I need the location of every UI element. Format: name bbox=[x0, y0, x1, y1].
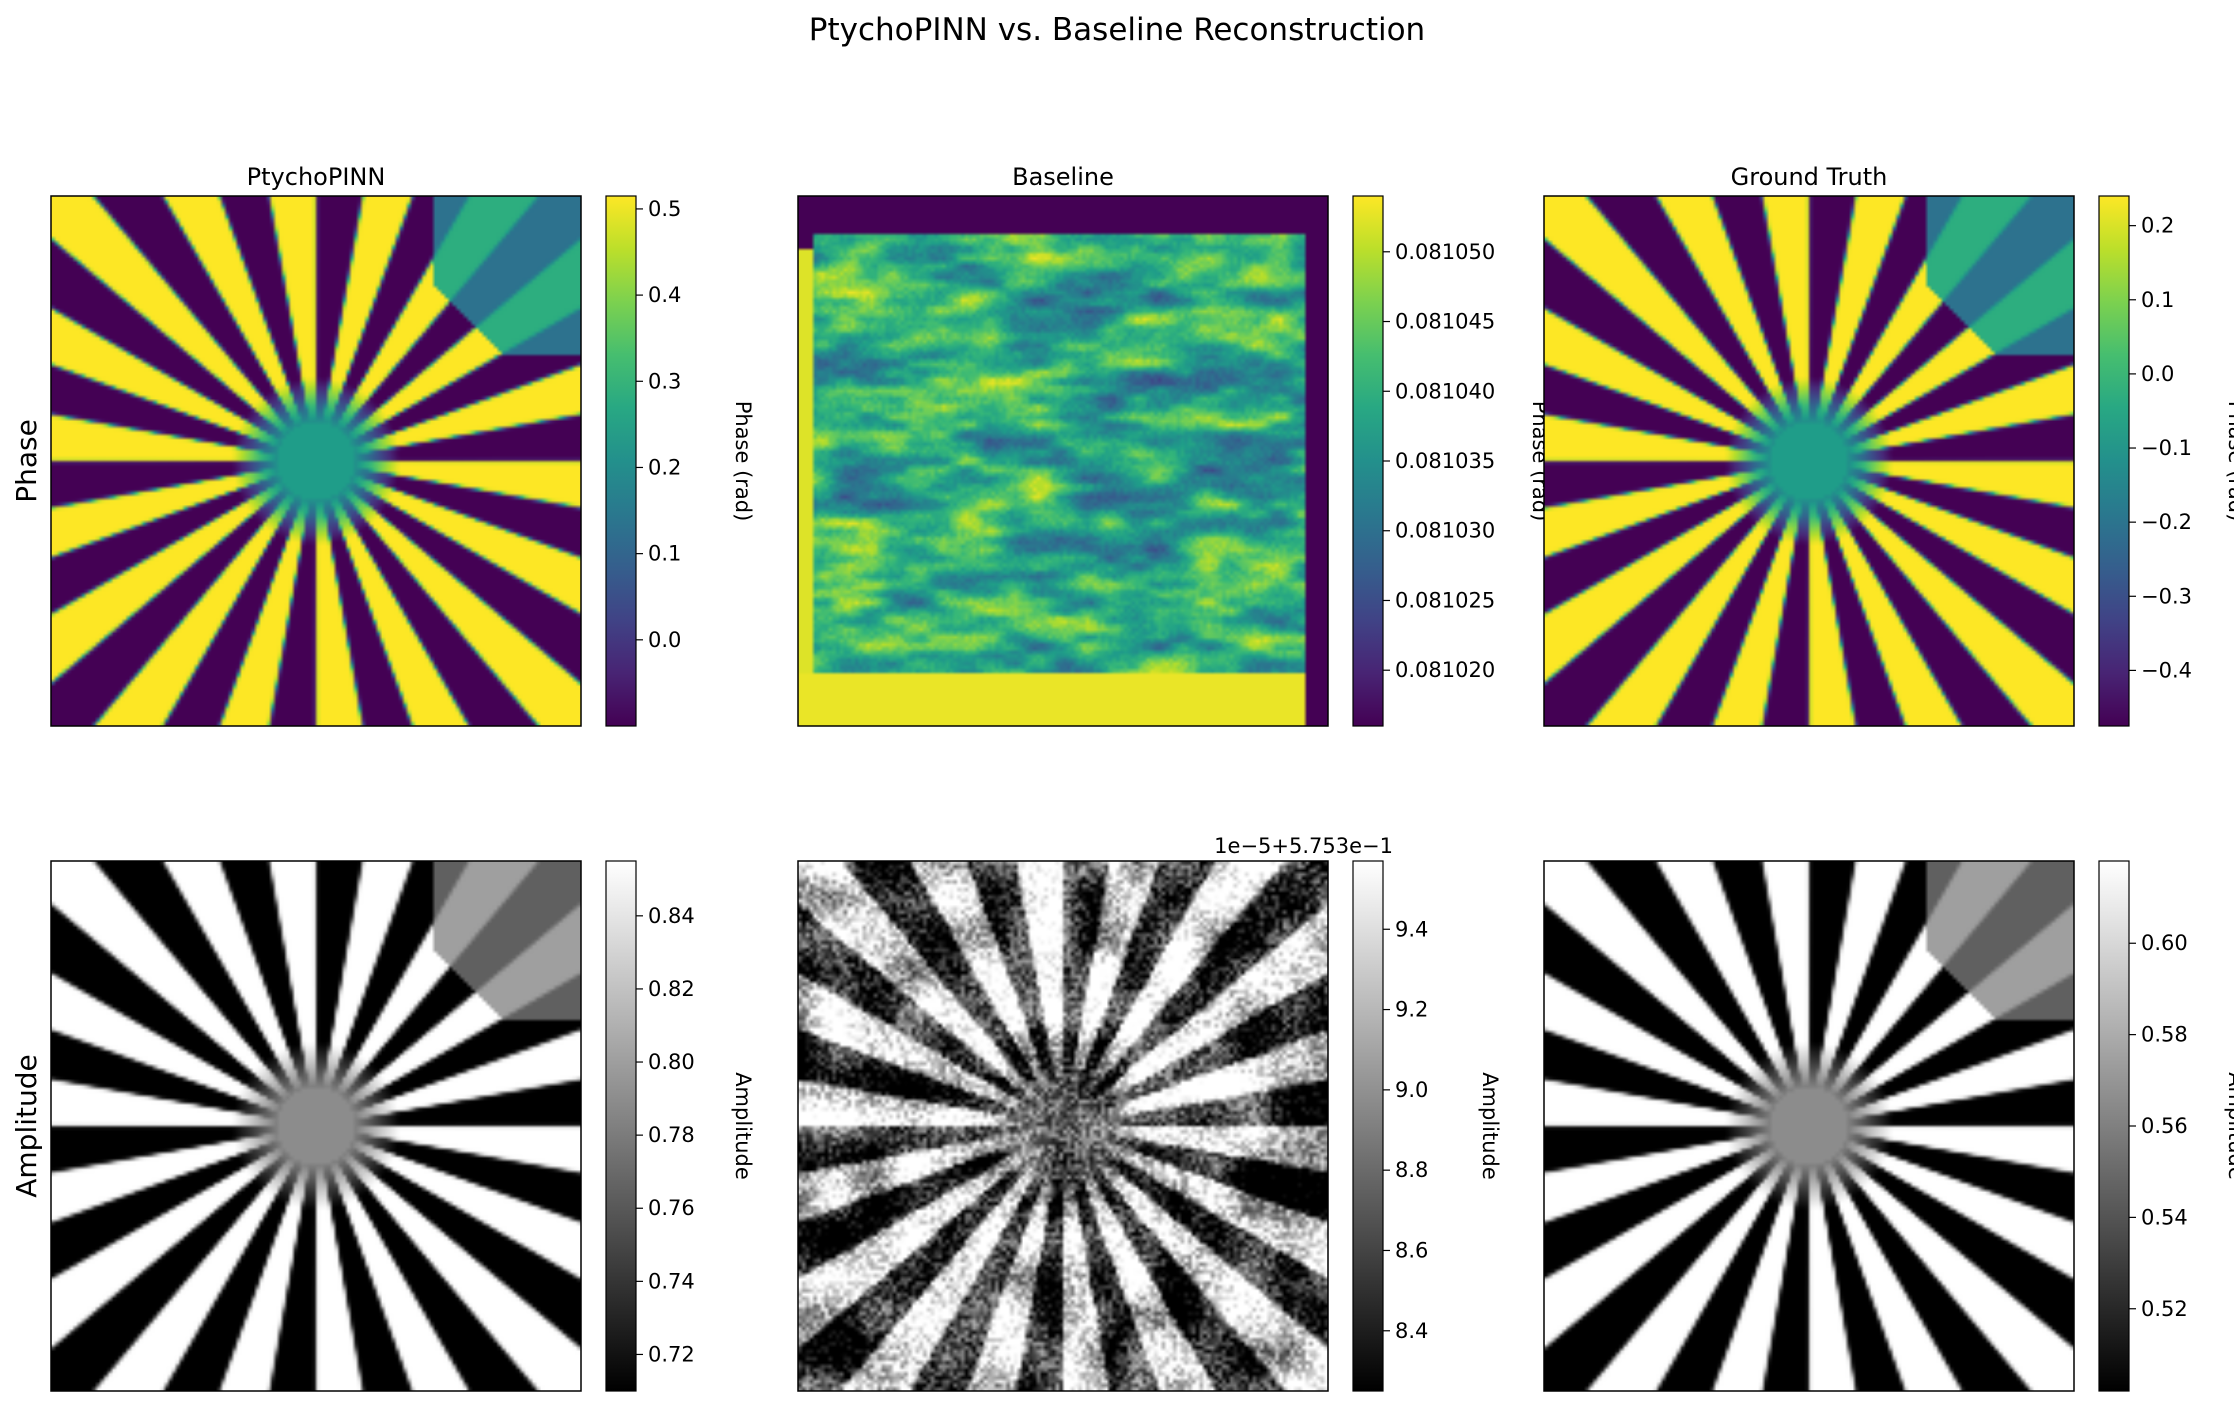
colorbar-tick-label: 0.52 bbox=[2141, 1297, 2188, 1321]
heatmap-image bbox=[1544, 861, 2074, 1391]
panel-amplitude-ground-truth: 0.52 0.54 0.56 0.58 0.60 Amplitude bbox=[1543, 860, 2234, 1392]
colorbar bbox=[606, 861, 636, 1391]
colorbar-tick-label: 0.081035 bbox=[1395, 449, 1495, 473]
axes-frame bbox=[797, 860, 1329, 1392]
colorbar-tick-label: 0.2 bbox=[648, 455, 681, 479]
colorbar-tick-label: 0.58 bbox=[2141, 1023, 2188, 1047]
colorbar-tick-label: 9.4 bbox=[1395, 917, 1428, 941]
panel-title: Baseline bbox=[1012, 163, 1114, 191]
colorbar bbox=[606, 196, 636, 726]
colorbar-tick-label: −0.1 bbox=[2141, 436, 2192, 460]
figure-title: PtychoPINN vs. Baseline Reconstruction bbox=[809, 12, 1425, 48]
panel-phase-ptychopinn: PtychoPINN 0.0 0.1 0.2 0.3 0.4 0.5 Phase (rad) bbox=[50, 163, 755, 727]
colorbar-tick-label: 0.54 bbox=[2141, 1205, 2188, 1229]
axes-frame bbox=[797, 195, 1329, 727]
colorbar-tick-label: 0.84 bbox=[648, 904, 695, 928]
colorbar-tick-label: 0.80 bbox=[648, 1050, 695, 1074]
axes-frame bbox=[1543, 860, 2075, 1392]
colorbar-tick-label: 0.5 bbox=[648, 197, 681, 221]
heatmap-image bbox=[798, 861, 1328, 1391]
colorbar-tick-label: 0.0 bbox=[2141, 362, 2174, 386]
colorbar-tick-label: 0.56 bbox=[2141, 1114, 2188, 1138]
colorbar-tick-label: 9.2 bbox=[1395, 998, 1428, 1022]
row-labels: Phase Amplitude bbox=[10, 419, 43, 1198]
colorbar-tick-label: 0.081040 bbox=[1395, 379, 1495, 403]
panel-title: PtychoPINN bbox=[247, 163, 386, 191]
colorbar-label: Phase (rad) bbox=[731, 401, 755, 522]
colorbar-tick-label: 0.1 bbox=[2141, 288, 2174, 312]
colorbar-tick-label: 0.76 bbox=[648, 1196, 695, 1220]
colorbar-tick-label: 0.0 bbox=[648, 628, 681, 652]
colorbar-tick-label: 0.72 bbox=[648, 1342, 695, 1366]
colorbar bbox=[2099, 196, 2129, 726]
panel-amplitude-baseline: 8.4 8.6 8.8 9.0 9.2 9.4 Amplitude 1e−5+5.753e−1 bbox=[797, 834, 1502, 1392]
row-label-phase: Phase bbox=[10, 419, 43, 503]
colorbar-tick-label: 0.3 bbox=[648, 369, 681, 393]
colorbar-tick-label: 8.4 bbox=[1395, 1319, 1428, 1343]
colorbar-tick-label: 0.4 bbox=[648, 283, 681, 307]
colorbar-frame bbox=[605, 860, 637, 1392]
row-label-amplitude: Amplitude bbox=[10, 1054, 43, 1198]
axes-frame bbox=[50, 195, 582, 727]
colorbar-tick-label: −0.2 bbox=[2141, 510, 2192, 534]
colorbar-tick-label: −0.3 bbox=[2141, 584, 2192, 608]
colorbar-tick-label: 0.78 bbox=[648, 1123, 695, 1147]
colorbar-tick-label: 0.60 bbox=[2141, 931, 2188, 955]
colorbar-label: Amplitude bbox=[1478, 1072, 1502, 1180]
colorbar-tick-label: 0.081050 bbox=[1395, 240, 1495, 264]
colorbar bbox=[2099, 861, 2129, 1391]
axes-frame bbox=[1543, 195, 2075, 727]
colorbar-tick-label: −0.4 bbox=[2141, 658, 2192, 682]
colorbar bbox=[1353, 196, 1383, 726]
colorbar-tick-label: 9.0 bbox=[1395, 1078, 1428, 1102]
axes-frame bbox=[50, 860, 582, 1392]
colorbar-tick-label: 0.2 bbox=[2141, 214, 2174, 238]
colorbar-frame bbox=[2098, 195, 2130, 727]
colorbar-tick-label: 0.081020 bbox=[1395, 658, 1495, 682]
panel-phase-ground-truth: Ground Truth 0.2 0.1 0.0 −0.1 −0.2 −0.3 −0.4 Pha… bbox=[1543, 163, 2234, 727]
colorbar bbox=[1353, 861, 1383, 1391]
heatmap-image bbox=[51, 861, 581, 1391]
panel-phase-baseline: Baseline 0.081020 0.081025 0.081030 0.081035… bbox=[797, 163, 1552, 727]
colorbar-frame bbox=[605, 195, 637, 727]
colorbar-tick-label: 8.8 bbox=[1395, 1158, 1428, 1182]
colorbar-tick-label: 0.74 bbox=[648, 1269, 695, 1293]
colorbar-label: Amplitude bbox=[731, 1072, 755, 1180]
colorbar-frame bbox=[1352, 860, 1384, 1392]
colorbar-tick-label: 0.081045 bbox=[1395, 310, 1495, 334]
colorbar-tick-label: 8.6 bbox=[1395, 1238, 1428, 1262]
heatmap-image bbox=[51, 196, 581, 726]
colorbar-offset-text: 1e−5+5.753e−1 bbox=[1214, 834, 1393, 858]
colorbar-tick-label: 0.82 bbox=[648, 977, 695, 1001]
panels: PtychoPINN 0.0 0.1 0.2 0.3 0.4 0.5 Phase (rad) B… bbox=[50, 163, 2234, 1392]
heatmap-image bbox=[1544, 196, 2074, 726]
colorbar-tick-label: 0.081025 bbox=[1395, 588, 1495, 612]
panel-amplitude-ptychopinn: 0.72 0.74 0.76 0.78 0.80 0.82 0.84 Amplitude bbox=[50, 860, 755, 1392]
colorbar-tick-label: 0.1 bbox=[648, 542, 681, 566]
colorbar-label: Amplitude bbox=[2224, 1072, 2234, 1180]
colorbar-label: Phase (rad) bbox=[2224, 401, 2234, 522]
colorbar-tick-label: 0.081030 bbox=[1395, 519, 1495, 543]
panel-title: Ground Truth bbox=[1731, 163, 1888, 191]
heatmap-image bbox=[798, 196, 1328, 726]
